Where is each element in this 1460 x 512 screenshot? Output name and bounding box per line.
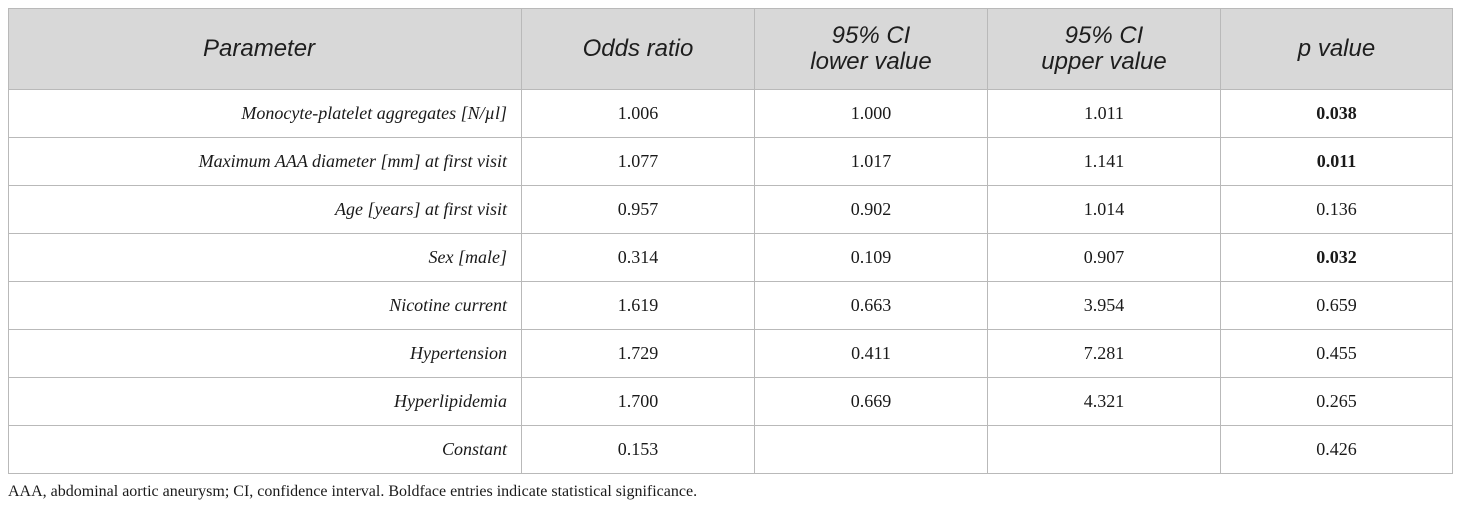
- table-row: Monocyte-platelet aggregates [N/µl] 1.00…: [8, 89, 1453, 138]
- table-row: Age [years] at first visit 0.957 0.902 1…: [8, 185, 1453, 234]
- header-ci-lower-line1: 95% CI: [831, 22, 911, 49]
- cell-ci-upper: 4.321: [987, 377, 1221, 426]
- cell-ci-upper: 7.281: [987, 329, 1221, 378]
- header-parameter: Parameter: [8, 8, 522, 90]
- cell-parameter: Monocyte-platelet aggregates [N/µl]: [8, 89, 522, 138]
- header-ci-upper-line1: 95% CI: [1064, 22, 1144, 49]
- cell-p-value-significant: 0.038: [1220, 89, 1453, 138]
- table-row: Nicotine current 1.619 0.663 3.954 0.659: [8, 281, 1453, 330]
- cell-p-value: 0.136: [1220, 185, 1453, 234]
- cell-odds-ratio: 1.077: [521, 137, 755, 186]
- cell-parameter: Hypertension: [8, 329, 522, 378]
- header-p-value: p value: [1220, 8, 1453, 90]
- cell-parameter: Sex [male]: [8, 233, 522, 282]
- cell-odds-ratio: 1.729: [521, 329, 755, 378]
- cell-odds-ratio: 0.957: [521, 185, 755, 234]
- header-row: Parameter Odds ratio 95% CI lower value …: [8, 8, 1453, 90]
- cell-ci-upper: 0.907: [987, 233, 1221, 282]
- cell-p-value: 0.455: [1220, 329, 1453, 378]
- cell-ci-lower: 0.902: [754, 185, 988, 234]
- cell-parameter: Age [years] at first visit: [8, 185, 522, 234]
- cell-odds-ratio: 1.006: [521, 89, 755, 138]
- table-row: Constant 0.153 0.426: [8, 425, 1453, 474]
- table-footnote: AAA, abdominal aortic aneurysm; CI, conf…: [8, 483, 698, 500]
- table-header: Parameter Odds ratio 95% CI lower value …: [8, 8, 1453, 90]
- cell-ci-upper: 1.014: [987, 185, 1221, 234]
- table-row: Sex [male] 0.314 0.109 0.907 0.032: [8, 233, 1453, 282]
- cell-p-value: 0.265: [1220, 377, 1453, 426]
- table-row: Hypertension 1.729 0.411 7.281 0.455: [8, 329, 1453, 378]
- cell-ci-lower: 0.663: [754, 281, 988, 330]
- odds-ratio-table-container: Parameter Odds ratio 95% CI lower value …: [8, 8, 1453, 474]
- cell-p-value-significant: 0.011: [1220, 137, 1453, 186]
- cell-odds-ratio: 1.700: [521, 377, 755, 426]
- table-row: Hyperlipidemia 1.700 0.669 4.321 0.265: [8, 377, 1453, 426]
- cell-ci-lower: 0.669: [754, 377, 988, 426]
- header-ci-lower: 95% CI lower value: [754, 8, 988, 90]
- cell-p-value: 0.426: [1220, 425, 1453, 474]
- cell-parameter: Constant: [8, 425, 522, 474]
- cell-ci-lower: 0.411: [754, 329, 988, 378]
- header-ci-lower-line2: lower value: [810, 48, 932, 75]
- header-ci-upper-line2: upper value: [1041, 48, 1167, 75]
- cell-ci-lower: [754, 425, 988, 474]
- cell-odds-ratio: 1.619: [521, 281, 755, 330]
- table-body: Monocyte-platelet aggregates [N/µl] 1.00…: [8, 89, 1453, 474]
- cell-ci-upper: [987, 425, 1221, 474]
- cell-parameter: Hyperlipidemia: [8, 377, 522, 426]
- header-ci-upper: 95% CI upper value: [987, 8, 1221, 90]
- odds-ratio-table: Parameter Odds ratio 95% CI lower value …: [8, 8, 1453, 474]
- header-odds-ratio: Odds ratio: [521, 8, 755, 90]
- cell-parameter: Nicotine current: [8, 281, 522, 330]
- cell-ci-lower: 1.017: [754, 137, 988, 186]
- cell-p-value-significant: 0.032: [1220, 233, 1453, 282]
- cell-ci-upper: 3.954: [987, 281, 1221, 330]
- cell-ci-lower: 0.109: [754, 233, 988, 282]
- cell-parameter: Maximum AAA diameter [mm] at first visit: [8, 137, 522, 186]
- cell-ci-upper: 1.011: [987, 89, 1221, 138]
- cell-odds-ratio: 0.153: [521, 425, 755, 474]
- table-row: Maximum AAA diameter [mm] at first visit…: [8, 137, 1453, 186]
- cell-ci-upper: 1.141: [987, 137, 1221, 186]
- cell-ci-lower: 1.000: [754, 89, 988, 138]
- cell-p-value: 0.659: [1220, 281, 1453, 330]
- cell-odds-ratio: 0.314: [521, 233, 755, 282]
